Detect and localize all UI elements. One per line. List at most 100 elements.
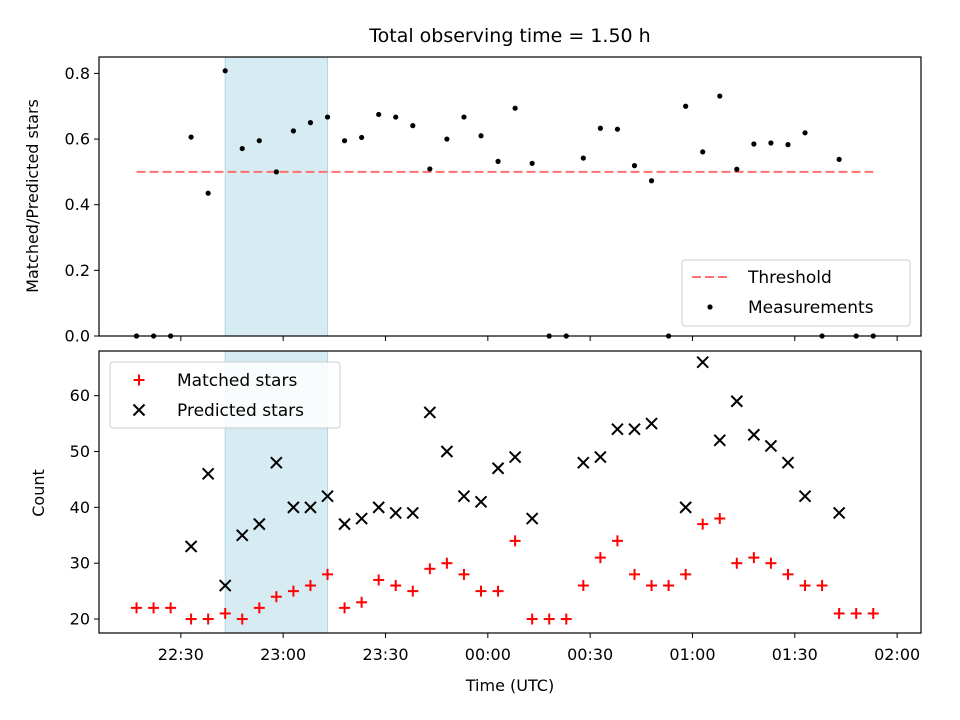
matched-star-point bbox=[424, 563, 436, 575]
matched-star-point bbox=[748, 552, 760, 564]
predicted-star-point bbox=[781, 456, 795, 469]
matched-star-point bbox=[322, 568, 334, 580]
matched-star-point bbox=[731, 557, 743, 569]
x-tick-label: 23:00 bbox=[260, 645, 306, 664]
measurement-point bbox=[461, 114, 467, 120]
top-y-tick-label: 0.8 bbox=[65, 64, 90, 83]
x-axis-label: Time (UTC) bbox=[465, 676, 554, 695]
measurement-point bbox=[359, 134, 365, 141]
matched-star-point bbox=[850, 607, 862, 619]
x-tick-label: 01:30 bbox=[772, 645, 818, 664]
predicted-star-point-b bbox=[645, 417, 658, 430]
matched-star-point bbox=[816, 580, 828, 592]
predicted-star-point-b bbox=[525, 512, 539, 525]
top-legend bbox=[681, 259, 911, 327]
predicted-star-point-b bbox=[440, 445, 454, 458]
matched-star-point bbox=[475, 585, 487, 597]
measurement-point bbox=[307, 120, 314, 126]
predicted-star-point-b bbox=[594, 450, 607, 464]
matched-star-point bbox=[339, 602, 351, 614]
predicted-star-point-b bbox=[372, 501, 385, 514]
measurement-point bbox=[768, 140, 774, 146]
matched-star-point bbox=[680, 568, 692, 580]
measurement-point bbox=[512, 105, 518, 111]
top-shaded-interval bbox=[224, 56, 329, 337]
predicted-star-point-b bbox=[764, 439, 778, 453]
matched-star-point bbox=[202, 613, 214, 625]
predicted-star-point-b bbox=[713, 434, 726, 447]
x-tick-label: 02:00 bbox=[874, 645, 920, 664]
predicted-star-point-b bbox=[253, 517, 266, 531]
bottom-y-tick-label: 40 bbox=[70, 498, 90, 517]
matched-star-point bbox=[611, 535, 623, 547]
matched-star-point bbox=[543, 613, 555, 625]
bottom-y-axis-label: Count bbox=[29, 469, 48, 517]
matched-star-point bbox=[526, 613, 538, 625]
predicted-star-point bbox=[525, 512, 539, 525]
legend-predicted-swatch-b bbox=[132, 403, 146, 417]
measurement-point bbox=[324, 114, 331, 120]
legend-measurements-label: Measurements bbox=[748, 298, 874, 318]
matched-star-point bbox=[594, 552, 606, 564]
matched-star-point bbox=[236, 613, 248, 625]
predicted-star-point-b bbox=[270, 456, 283, 469]
predicted-star-point-b bbox=[832, 506, 846, 520]
predicted-star-point bbox=[201, 467, 215, 481]
predicted-star-point-b bbox=[457, 489, 471, 503]
matched-star-point bbox=[270, 591, 282, 603]
matched-star-point bbox=[390, 580, 402, 592]
predicted-star-point-b bbox=[696, 355, 709, 369]
legend-predicted-label: Predicted stars bbox=[177, 401, 304, 421]
predicted-star-point bbox=[474, 495, 488, 508]
chart-title: Total observing time = 1.50 h bbox=[368, 25, 650, 47]
matched-star-point bbox=[867, 607, 879, 619]
predicted-star-point bbox=[713, 434, 726, 447]
matched-star-point bbox=[219, 607, 231, 619]
matched-star-point bbox=[833, 607, 845, 619]
predicted-star-point bbox=[406, 506, 419, 520]
matched-star-point bbox=[577, 580, 589, 592]
predicted-star-point-b bbox=[304, 501, 317, 514]
predicted-star-point bbox=[270, 456, 283, 469]
matched-star-point bbox=[356, 596, 368, 608]
predicted-star-point bbox=[730, 395, 744, 408]
predicted-star-point bbox=[747, 428, 761, 441]
measurement-point bbox=[785, 142, 791, 148]
measurement-point bbox=[188, 134, 194, 140]
predicted-star-point-b bbox=[406, 506, 419, 520]
predicted-star-point-b bbox=[201, 467, 215, 481]
top-y-tick-label: 0.6 bbox=[65, 130, 90, 149]
measurement-point bbox=[239, 145, 245, 152]
matched-star-point bbox=[765, 557, 777, 569]
measurement-point bbox=[205, 190, 211, 196]
predicted-star-point-b bbox=[508, 450, 522, 464]
predicted-star-point bbox=[423, 406, 437, 419]
matched-star-point bbox=[165, 602, 177, 614]
legend-matched-label: Matched stars bbox=[177, 371, 297, 391]
matched-star-point bbox=[560, 613, 572, 625]
top-axes-frame bbox=[98, 56, 922, 337]
predicted-star-point-b bbox=[423, 406, 437, 419]
matched-star-point bbox=[714, 513, 726, 525]
matched-star-point bbox=[287, 585, 299, 597]
x-tick-label: 00:00 bbox=[465, 645, 511, 664]
predicted-star-point-b bbox=[236, 529, 249, 542]
predicted-star-point-b bbox=[474, 495, 488, 508]
top-y-axis-label: Matched/Predicted stars bbox=[23, 99, 42, 293]
predicted-star-point bbox=[611, 422, 624, 436]
measurement-point bbox=[478, 133, 484, 139]
measurement-point bbox=[256, 138, 262, 144]
bottom-y-tick-label: 20 bbox=[70, 610, 90, 629]
top-y-tick-label: 0.2 bbox=[65, 261, 90, 280]
x-tick-label: 23:30 bbox=[362, 645, 408, 664]
measurement-point bbox=[751, 141, 757, 147]
predicted-star-point-b bbox=[628, 422, 641, 436]
predicted-star-point bbox=[440, 445, 454, 458]
measurement-point bbox=[444, 136, 450, 142]
bottom-y-tick-label: 60 bbox=[70, 386, 90, 405]
top-y-tick-label: 0.0 bbox=[65, 327, 90, 346]
predicted-star-point bbox=[577, 456, 590, 469]
matched-star-point bbox=[373, 574, 385, 586]
measurement-point bbox=[341, 138, 348, 144]
